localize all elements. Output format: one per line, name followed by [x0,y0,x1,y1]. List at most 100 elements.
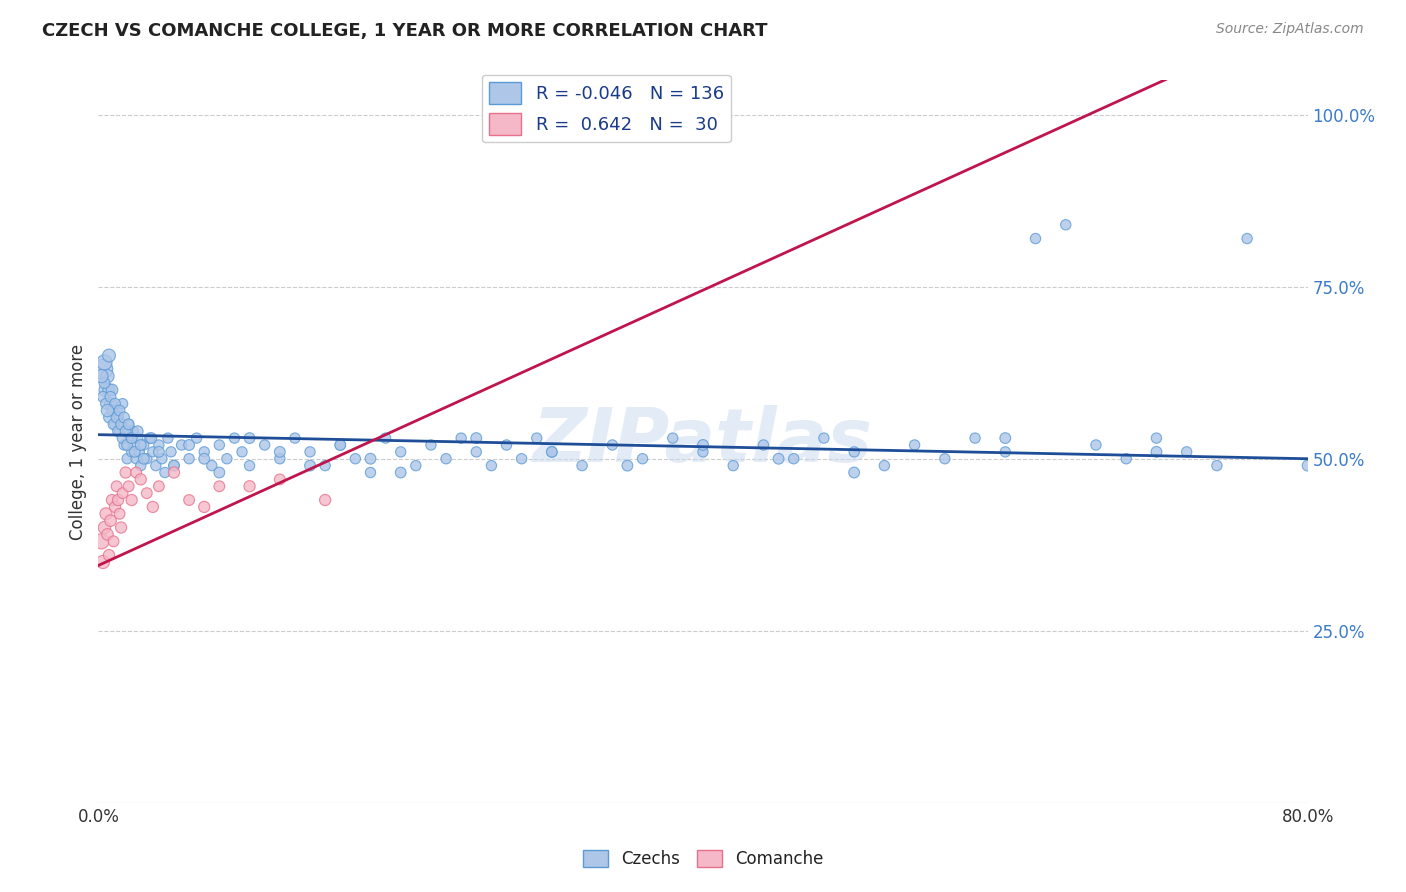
Point [170,438,193,452]
Point [96,527,118,541]
Point [1296,458,1319,473]
Text: CZECH VS COMANCHE COLLEGE, 1 YEAR OR MORE CORRELATION CHART: CZECH VS COMANCHE COLLEGE, 1 YEAR OR MOR… [42,22,768,40]
Point [115,451,138,466]
Point [374,431,396,445]
Text: ZIPatlas: ZIPatlas [533,405,873,478]
Point [120,431,142,445]
Point [98,410,121,425]
Point [994,431,1017,445]
Point [389,466,412,480]
Point [101,493,124,508]
Point [125,451,148,466]
Point [314,493,336,508]
Point [965,431,987,445]
Point [873,458,896,473]
Point [100,390,122,404]
Point [420,438,443,452]
Point [360,466,382,480]
Point [179,493,201,508]
Point [105,403,128,417]
Point [103,534,125,549]
Point [208,479,231,493]
Point [148,445,170,459]
Legend: R = -0.046   N = 136, R =  0.642   N =  30: R = -0.046 N = 136, R = 0.642 N = 30 [481,75,731,143]
Point [108,424,131,438]
Point [93,520,115,534]
Point [96,369,118,384]
Point [631,451,654,466]
Point [141,431,163,445]
Point [1175,445,1198,459]
Point [127,424,149,438]
Point [100,397,122,411]
Point [201,458,224,473]
Legend: Czechs, Comanche: Czechs, Comanche [576,843,830,875]
Point [124,445,146,459]
Point [360,451,382,466]
Point [104,500,127,514]
Point [90,534,112,549]
Point [104,417,127,432]
Point [405,458,427,473]
Point [100,514,122,528]
Point [114,424,136,438]
Point [105,410,128,425]
Point [105,479,128,493]
Point [121,493,143,508]
Point [156,431,179,445]
Text: Source: ZipAtlas.com: Source: ZipAtlas.com [1216,22,1364,37]
Point [602,438,624,452]
Point [450,431,472,445]
Point [129,438,152,452]
Point [125,466,148,480]
Point [124,438,146,452]
Point [142,445,165,459]
Point [193,451,215,466]
Point [111,397,134,411]
Point [150,451,173,466]
Point [284,431,307,445]
Point [118,417,141,432]
Point [101,383,124,397]
Point [253,438,276,452]
Point [465,431,488,445]
Point [208,466,231,480]
Point [193,500,215,514]
Point [103,417,125,432]
Point [132,451,155,466]
Point [1115,451,1137,466]
Point [115,438,138,452]
Point [434,451,457,466]
Point [108,507,131,521]
Point [163,466,186,480]
Point [93,355,115,369]
Point [91,362,114,376]
Point [107,493,129,508]
Point [1024,231,1046,245]
Point [129,472,152,486]
Point [163,458,186,473]
Point [1206,458,1229,473]
Point [813,431,835,445]
Point [107,424,129,438]
Point [215,451,238,466]
Point [111,431,134,445]
Point [239,431,262,445]
Point [93,376,115,390]
Point [186,431,208,445]
Point [108,403,131,417]
Point [540,445,562,459]
Point [121,445,143,459]
Point [571,458,593,473]
Point [90,369,112,384]
Point [129,458,152,473]
Point [723,458,745,473]
Point [510,451,533,466]
Point [135,451,157,466]
Point [239,458,262,473]
Point [783,451,806,466]
Point [94,507,117,521]
Point [153,466,176,480]
Point [112,410,135,425]
Point [692,445,714,459]
